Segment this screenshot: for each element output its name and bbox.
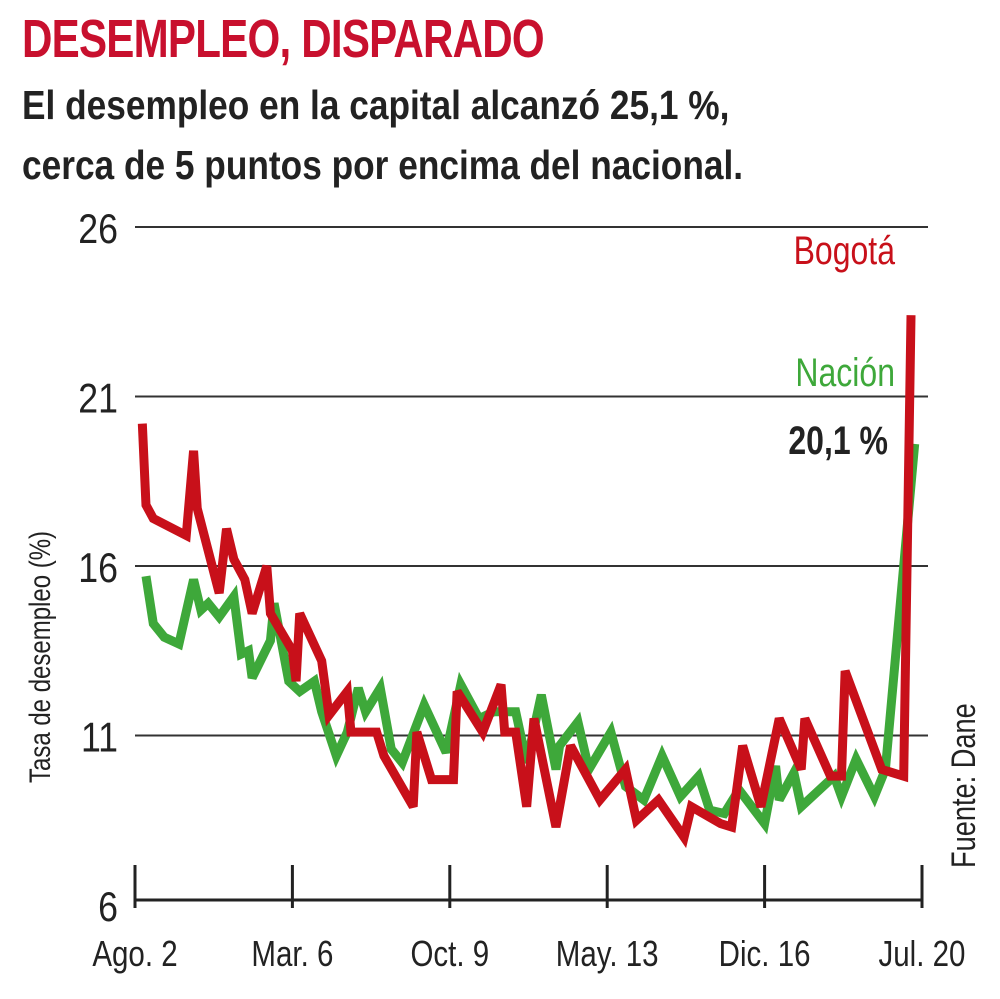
y-tick-label: 16 <box>78 545 118 591</box>
series-line-bogota <box>137 315 916 849</box>
legend-nacion: Nación <box>795 350 895 395</box>
y-tick-label: 26 <box>78 206 118 252</box>
subtitle-line-2: cerca de 5 puntos por encima del naciona… <box>22 142 744 188</box>
y-tick-label: 11 <box>81 715 118 761</box>
y-tick-label: 6 <box>98 884 118 930</box>
x-tick-label: Ago. 2 <box>92 933 177 973</box>
x-tick-label: Jul. 20 <box>879 933 966 973</box>
x-tick-label: Mar. 6 <box>251 933 333 973</box>
y-axis-label: Tasa de desempleo (%) <box>22 531 56 783</box>
legend-bogota: Bogotá <box>794 228 896 273</box>
annotation-value: 20,1 % <box>788 418 888 463</box>
chart-title: DESEMPLEO, DISPARADO <box>22 9 545 69</box>
subtitle-line-1: El desempleo en la capital alcanzó 25,1 … <box>22 82 730 128</box>
x-tick-label: Oct. 9 <box>410 933 489 973</box>
y-tick-label: 21 <box>78 376 118 422</box>
x-tick-label: May. 13 <box>556 933 659 973</box>
source-label: Fuente: Dane <box>944 703 983 868</box>
x-tick-label: Dic. 16 <box>719 933 811 973</box>
